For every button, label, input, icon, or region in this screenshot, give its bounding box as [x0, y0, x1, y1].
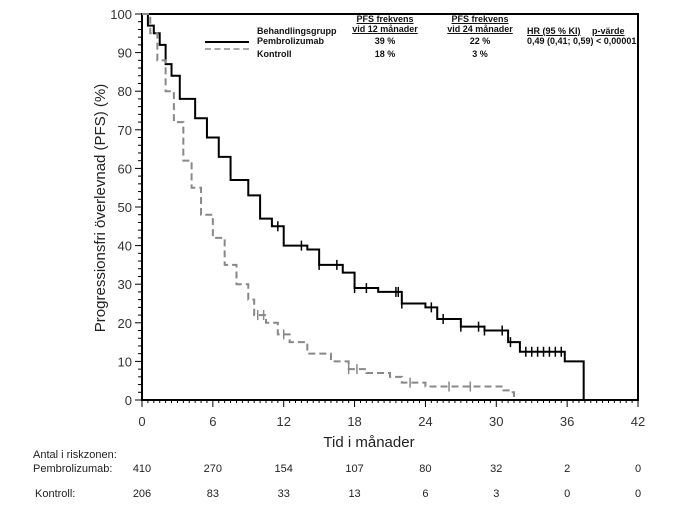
- legend-header-pfs12-line1: PFS frekvens: [356, 14, 414, 24]
- risk-value-kontroll: 206: [132, 488, 152, 500]
- risk-value-kontroll: 0: [564, 488, 571, 500]
- risk-value-pembrolizumab: 107: [345, 463, 364, 475]
- y-tick-label: 10: [118, 354, 132, 369]
- legend-group-pembrolizumab: Pembrolizumab: [257, 36, 325, 46]
- y-tick-label: 20: [118, 316, 132, 331]
- risk-value-kontroll: 33: [277, 488, 290, 500]
- x-tick-label: 30: [489, 414, 503, 429]
- legend-header-p: p-värde: [592, 26, 625, 36]
- risk-value-kontroll: 13: [348, 488, 361, 500]
- y-tick-label: 70: [118, 123, 132, 138]
- x-tick-label: 24: [418, 414, 432, 429]
- x-tick-label: 0: [138, 414, 145, 429]
- risk-value-kontroll: 83: [206, 488, 219, 500]
- legend-header-pfs12: PFS frekvens vid 12 månader: [335, 14, 435, 34]
- risk-value-pembrolizumab: 2: [564, 463, 571, 475]
- risk-value-pembrolizumab: 270: [203, 463, 223, 475]
- legend-header-group: Behandlingsgrupp: [257, 26, 337, 36]
- risk-value-kontroll: 6: [422, 488, 429, 500]
- x-tick-label: 18: [347, 414, 361, 429]
- legend-pfs12-pembrolizumab: 39 %: [374, 36, 396, 46]
- x-tick-label: 6: [209, 414, 216, 429]
- legend-header-pfs24: PFS frekvens vid 24 månader: [430, 14, 530, 34]
- curves: [142, 13, 585, 400]
- y-tick-label: 30: [118, 277, 132, 292]
- legend-header-pfs24-line1: PFS frekvens: [451, 14, 509, 24]
- risk-value-kontroll: 3: [493, 488, 500, 500]
- y-tick-label: 50: [118, 200, 132, 215]
- y-tick-label: 100: [110, 7, 132, 22]
- x-tick-label: 42: [631, 414, 645, 429]
- x-tick-label: 36: [560, 414, 574, 429]
- y-tick-label: 0: [125, 393, 132, 408]
- legend-header-pfs12-line2: vid 12 månader: [352, 24, 418, 34]
- legend-hr-p-pembrolizumab: 0,49 (0,41; 0,59) < 0,00001: [527, 36, 637, 46]
- y-tick-label: 40: [118, 239, 132, 254]
- legend-header-hr: HR (95 % KI): [527, 26, 581, 36]
- y-tick-label: 60: [118, 161, 132, 176]
- risk-value-pembrolizumab: 154: [274, 463, 293, 475]
- km-curve-kontroll: [142, 13, 515, 400]
- risk-row-label-pembrolizumab: Pembrolizumab:: [33, 463, 113, 475]
- risk-row-label-kontroll: Kontroll:: [35, 488, 76, 500]
- legend-group-kontroll: Kontroll: [257, 49, 292, 59]
- risk-table-title: Antal i riskzonen:: [33, 449, 117, 461]
- x-axis-title: Tid i månader: [323, 434, 414, 451]
- risk-value-pembrolizumab: 0: [634, 463, 642, 475]
- x-tick-label: 12: [276, 414, 290, 429]
- legend-swatch-pembrolizumab: [205, 41, 249, 43]
- legend-pfs24-kontroll: 3 %: [472, 49, 488, 59]
- risk-value-pembrolizumab: 410: [132, 463, 152, 475]
- y-tick-label: 80: [118, 84, 132, 99]
- risk-value-kontroll: 0: [634, 488, 642, 500]
- legend-swatch-kontroll: [205, 48, 249, 50]
- legend-header-pfs24-line2: vid 24 månader: [447, 24, 513, 34]
- legend-pfs12-kontroll: 18 %: [374, 49, 396, 59]
- risk-value-pembrolizumab: 32: [490, 463, 503, 475]
- axes: 0 10 20 30 40 50 60 70 80 90 100 0 6 12 18 24 30 36 42: [110, 7, 645, 429]
- y-tick-label: 90: [118, 46, 132, 61]
- risk-value-pembrolizumab: 80: [419, 463, 432, 475]
- legend-pfs24-pembrolizumab: 22 %: [469, 36, 491, 46]
- y-axis-title: Progressionsfri överlevnad (PFS) (%): [92, 84, 109, 332]
